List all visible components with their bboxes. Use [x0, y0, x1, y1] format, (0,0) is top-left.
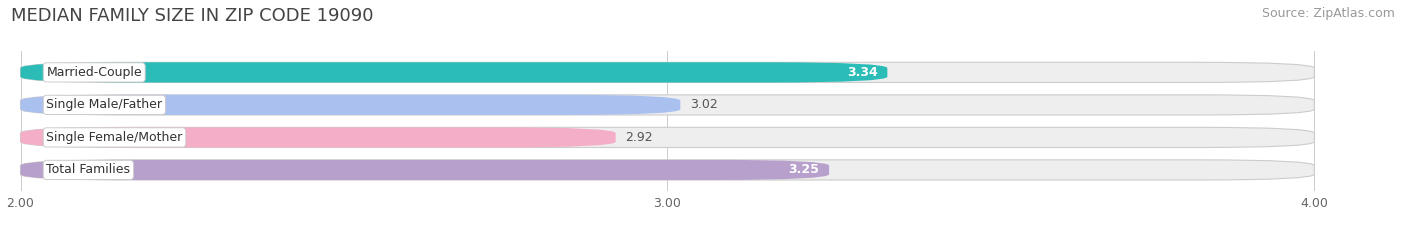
Text: Total Families: Total Families [46, 163, 131, 176]
Text: 2.92: 2.92 [626, 131, 652, 144]
FancyBboxPatch shape [21, 127, 616, 147]
Text: Single Male/Father: Single Male/Father [46, 98, 163, 111]
Text: MEDIAN FAMILY SIZE IN ZIP CODE 19090: MEDIAN FAMILY SIZE IN ZIP CODE 19090 [11, 7, 374, 25]
FancyBboxPatch shape [21, 160, 830, 180]
FancyBboxPatch shape [21, 127, 1315, 147]
Text: 3.02: 3.02 [690, 98, 718, 111]
Text: 3.34: 3.34 [846, 66, 877, 79]
FancyBboxPatch shape [21, 95, 1315, 115]
FancyBboxPatch shape [21, 62, 887, 82]
Text: 3.25: 3.25 [789, 163, 820, 176]
FancyBboxPatch shape [21, 95, 681, 115]
Text: Married-Couple: Married-Couple [46, 66, 142, 79]
FancyBboxPatch shape [21, 160, 1315, 180]
Text: Source: ZipAtlas.com: Source: ZipAtlas.com [1261, 7, 1395, 20]
FancyBboxPatch shape [21, 62, 1315, 82]
Text: Single Female/Mother: Single Female/Mother [46, 131, 183, 144]
